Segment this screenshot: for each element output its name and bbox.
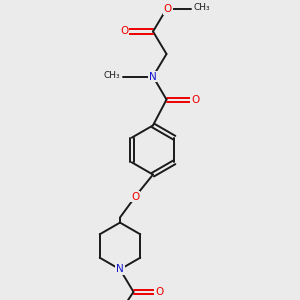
Text: O: O xyxy=(191,94,199,105)
Text: O: O xyxy=(164,4,172,14)
Text: N: N xyxy=(149,71,157,82)
Text: O: O xyxy=(120,26,129,37)
Text: CH₃: CH₃ xyxy=(103,70,120,80)
Text: O: O xyxy=(155,287,163,297)
Text: CH₃: CH₃ xyxy=(194,3,210,12)
Text: N: N xyxy=(116,264,124,274)
Text: O: O xyxy=(131,191,139,202)
